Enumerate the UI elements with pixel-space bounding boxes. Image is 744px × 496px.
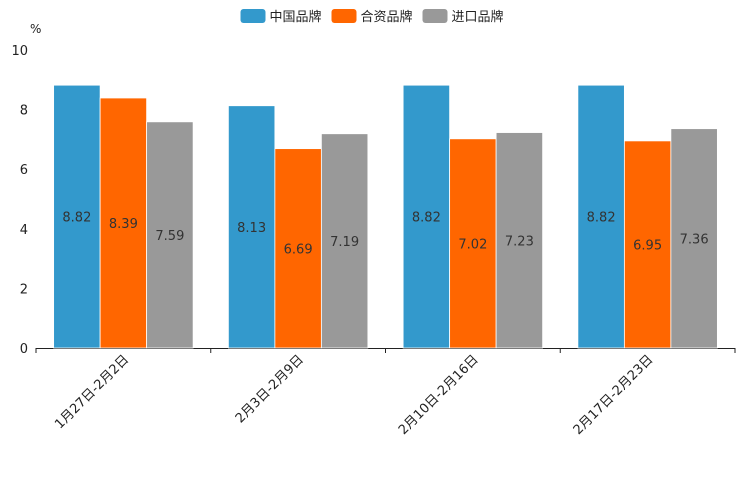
legend: 中国品牌 合资品牌 进口品牌 <box>240 9 504 25</box>
bar-s2-c3 <box>670 128 718 349</box>
bar-s1-c3 <box>623 140 672 349</box>
y-tick-label-0: 0 <box>20 342 28 357</box>
legend-swatch-1 <box>331 9 357 23</box>
data-label-s0-c2: 8.82 <box>412 211 441 226</box>
legend-swatch-0 <box>240 9 266 23</box>
y-tick-label-3: 6 <box>20 163 28 178</box>
x-category-label-2: 2月10日-2月16日 <box>396 352 482 438</box>
data-labels: 8.82 8.13 8.82 8.82 8.39 6.69 7.02 6.95 7.59 7.19… <box>62 211 708 258</box>
data-label-s2-c0: 7.59 <box>155 229 184 244</box>
bar-s1-c0 <box>99 97 148 349</box>
bars <box>53 84 718 349</box>
y-tick-label-2: 4 <box>20 223 28 238</box>
y-axis: 0 2 4 6 8 10 <box>11 44 28 357</box>
data-label-s2-c2: 7.23 <box>505 234 534 249</box>
bar-s1-c1 <box>274 148 322 349</box>
data-label-s0-c3: 8.82 <box>587 211 616 226</box>
data-label-s0-c0: 8.82 <box>62 211 91 226</box>
x-category-label-0: 1月27日-2月2日 <box>52 352 132 432</box>
y-tick-label-5: 10 <box>11 44 28 59</box>
bar-s2-c1 <box>320 133 369 349</box>
bar-s0-c3 <box>577 84 625 349</box>
data-label-s1-c1: 6.69 <box>284 242 313 257</box>
data-label-s2-c1: 7.19 <box>330 235 359 250</box>
legend-label-1: 合资品牌 <box>361 9 413 25</box>
data-label-s2-c3: 7.36 <box>680 232 709 247</box>
bar-s1-c2 <box>449 138 497 349</box>
bar-s2-c0 <box>146 121 194 349</box>
data-label-s1-c2: 7.02 <box>458 237 487 252</box>
data-label-s1-c0: 8.39 <box>109 217 138 232</box>
data-label-s0-c1: 8.13 <box>237 221 266 236</box>
x-axis: 1月27日-2月2日 2月3日-2月9日 2月10日-2月16日 2月17日-2月23… <box>35 348 736 438</box>
x-category-label-1: 2月3日-2月9日 <box>233 352 307 426</box>
bar-s0-c0 <box>53 84 101 349</box>
legend-label-2: 进口品牌 <box>452 9 504 25</box>
legend-label-0: 中国品牌 <box>270 9 322 25</box>
legend-swatch-2 <box>422 9 448 23</box>
bar-s2-c2 <box>495 132 544 349</box>
bar-s0-c2 <box>402 84 451 349</box>
data-label-s1-c3: 6.95 <box>633 238 662 253</box>
y-tick-label-4: 8 <box>20 104 28 119</box>
x-category-label-3: 2月17日-2月23日 <box>571 352 657 438</box>
y-tick-label-1: 2 <box>20 282 28 297</box>
y-axis-unit-label: % <box>30 22 41 36</box>
